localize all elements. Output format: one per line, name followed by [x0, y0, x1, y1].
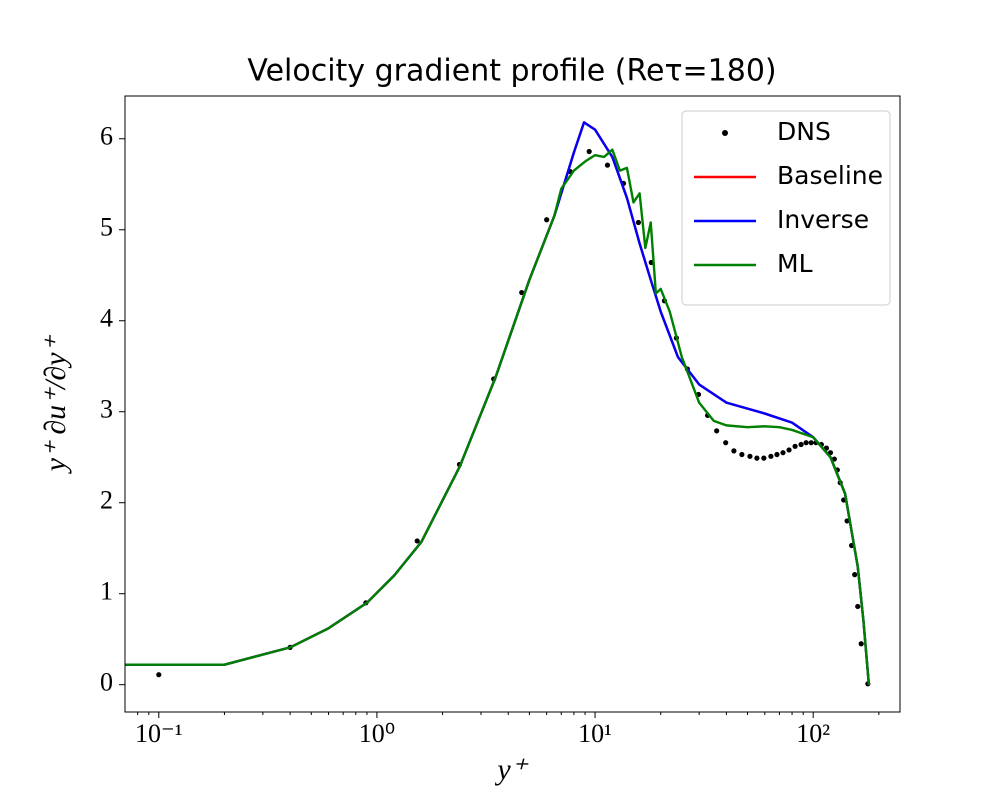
y-tick-label: 1 [100, 577, 113, 606]
x-tick-label: 10⁻¹ [135, 719, 183, 748]
legend-label: Baseline [777, 161, 883, 190]
data-point [739, 451, 745, 458]
data-point [798, 441, 804, 448]
legend-label: DNS [777, 117, 831, 146]
data-point [414, 538, 420, 544]
data-point [754, 455, 760, 461]
data-point [761, 455, 767, 461]
y-tick-label: 5 [100, 213, 113, 242]
y-tick-label: 3 [100, 395, 113, 424]
data-point [786, 447, 792, 453]
data-point [635, 219, 641, 226]
y-tick-label: 0 [100, 668, 113, 697]
data-point [792, 443, 798, 449]
data-point [768, 453, 774, 459]
data-point [714, 428, 720, 434]
legend-marker [722, 130, 728, 136]
x-tick-label: 10² [796, 719, 830, 748]
legend-label: Inverse [777, 205, 869, 234]
x-tick-label: 10¹ [578, 719, 612, 748]
axes-frame [124, 95, 901, 713]
data-point [723, 440, 729, 446]
data-point [731, 448, 737, 454]
data-point [747, 453, 753, 459]
legend: DNS Baseline Inverse ML [681, 110, 891, 306]
x-tick-label: 10⁰ [359, 719, 395, 748]
x-axis-label: y⁺ [494, 753, 528, 786]
data-point [831, 456, 837, 462]
y-tick-label: 6 [100, 122, 113, 151]
plot-area [125, 121, 871, 687]
data-point [780, 450, 786, 456]
data-point [855, 603, 861, 610]
data-line [125, 148, 871, 685]
data-point [519, 289, 525, 296]
data-point [156, 672, 162, 678]
data-point [604, 162, 611, 168]
data-point [803, 440, 809, 446]
chart-title: Velocity gradient profile (Reτ=180) [247, 54, 776, 89]
legend-label: ML [777, 249, 813, 278]
y-tick-label: 4 [100, 304, 113, 333]
legend-box [681, 110, 891, 306]
data-point [586, 148, 592, 155]
y-axis-label: y⁺ ∂u⁺/∂y⁺ [39, 335, 72, 475]
data-point [544, 217, 550, 223]
data-point [852, 572, 858, 578]
data-point [858, 641, 864, 647]
data-point [808, 440, 814, 446]
y-tick-label: 2 [100, 486, 113, 515]
data-point [774, 451, 780, 458]
